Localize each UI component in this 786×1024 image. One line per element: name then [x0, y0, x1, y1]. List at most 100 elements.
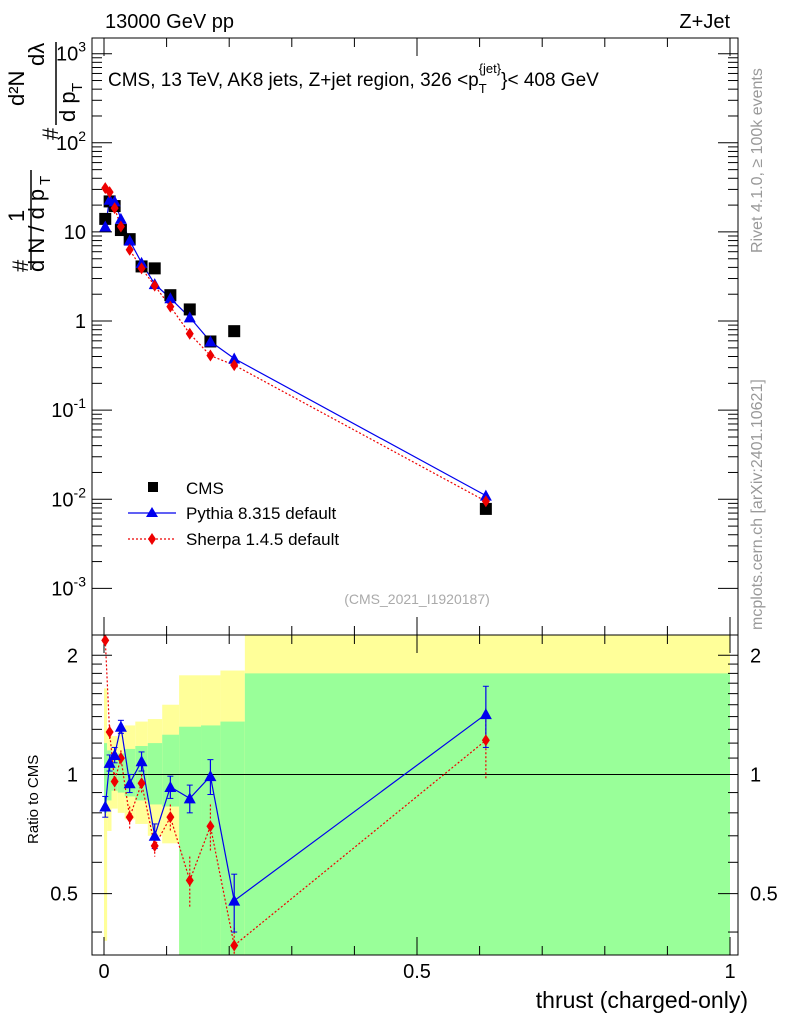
ylabel-hash-1: # [8, 259, 33, 272]
cms-point [479, 502, 492, 515]
rivet-version-label: Rivet 4.1.0, ≥ 100k events [749, 68, 766, 253]
ylabel-hash-2: # [38, 127, 63, 140]
ratio-band-inner [107, 750, 112, 801]
ratio-band-inner [179, 726, 202, 955]
ratio-pythia-point [228, 894, 241, 906]
ratio-sherpa-line [104, 640, 487, 947]
pythia-point [99, 220, 112, 232]
main-ytick-label: 10-3 [51, 573, 86, 600]
cms-point [228, 325, 241, 338]
pythia-point [479, 489, 492, 501]
pythia-point [108, 195, 121, 207]
chart-title-pre: CMS, 13 TeV, AK8 jets, Z+jet region, 326… [108, 70, 479, 91]
main-axis-ticks: 10-3 10-2 10-1 1 10 102 103 [51, 38, 738, 635]
ylabel-frac-2-den-sub: T [69, 83, 86, 92]
main-ytick-label: 103 [56, 39, 86, 66]
ratio-sherpa-point [125, 811, 134, 824]
sherpa-point [116, 220, 125, 233]
ylabel-frac-1-num: 1 [4, 210, 29, 222]
ratio-sherpa-point [116, 752, 125, 765]
ratio-band-inner [117, 753, 125, 793]
ratio-sherpa-point [166, 811, 175, 824]
legend-sherpa-label: Sherpa 1.4.5 default [186, 530, 339, 549]
ratio-pythia-point [164, 780, 177, 792]
legend-sherpa-marker [148, 533, 156, 545]
cms-point [148, 262, 161, 275]
chart-title-post: }< 408 GeV [501, 70, 599, 91]
ratio-pythia-point [183, 792, 196, 804]
main-ytick-label: 10 [64, 222, 86, 244]
main-ylabel: # 1 d N / d p T # d²N d p T dλ [4, 42, 86, 272]
ratio-ytick-label-right: 1 [750, 764, 761, 786]
ratio-xtick-label: 0.5 [403, 961, 431, 983]
ratio-sherpa-point [206, 820, 215, 833]
pythia-point [228, 352, 241, 364]
ratio-xtick-label: 1 [724, 961, 735, 983]
ratio-sherpa-point [230, 939, 239, 952]
legend-pythia-label: Pythia 8.315 default [186, 504, 337, 523]
ylabel-main-tail: dλ [24, 43, 49, 66]
pythia-point [114, 212, 127, 224]
sherpa-point [150, 279, 159, 292]
sherpa-point [185, 327, 194, 340]
ratio-bands [104, 635, 730, 955]
chart-title-sub: T [479, 81, 487, 96]
ratio-sherpa-point [105, 726, 114, 739]
chart-title-sup: {jet} [479, 61, 502, 76]
analysis-id: (CMS_2021_I1920187) [344, 591, 490, 607]
header-process: Z+Jet [679, 11, 730, 33]
sherpa-point [206, 349, 215, 362]
pythia-point [135, 256, 148, 268]
main-ytick-label: 10-2 [51, 484, 86, 511]
ratio-ytick-label-right: 2 [750, 645, 761, 667]
ratio-pythia-point [108, 748, 121, 760]
main-ytick-label: 102 [56, 128, 86, 155]
main-chart-marks [99, 182, 492, 515]
pythia-point [183, 311, 196, 323]
pythia-line [104, 198, 487, 497]
legend: CMS Pythia 8.315 default Sherpa 1.4.5 de… [128, 479, 339, 549]
ratio-xtick-label: 0 [98, 961, 109, 983]
ylabel-frac-1-den-sub: T [37, 176, 54, 185]
ratio-xlabel: thrust (charged-only) [536, 987, 748, 1013]
main-panel: 10-3 10-2 10-1 1 10 102 103 CMS, 13 TeV, AK8 j… [4, 37, 739, 636]
ratio-band-inner [104, 743, 108, 813]
pythia-point [204, 335, 217, 347]
ratio-pythia-point [99, 800, 112, 812]
chart-title: CMS, 13 TeV, AK8 jets, Z+jet region, 326… [108, 61, 599, 96]
legend-cms-label: CMS [186, 479, 224, 498]
ratio-chart-marks [99, 634, 492, 955]
main-ytick-label: 10-1 [51, 395, 86, 422]
sherpa-point [230, 359, 239, 372]
ratio-band-inner [124, 748, 136, 797]
ratio-pythia-point [479, 708, 492, 720]
ratio-band-inner [135, 745, 148, 801]
sherpa-point [481, 495, 490, 508]
ratio-axis-ticks: 0.5 0.5 1 1 2 2 0 0.5 1 [50, 635, 778, 983]
cms-point [99, 212, 112, 225]
sherpa-point [137, 262, 146, 275]
ratio-sherpa-point [101, 634, 110, 647]
ratio-band-inner [147, 743, 163, 805]
sherpa-point [110, 202, 119, 215]
ratio-sherpa-point [137, 777, 146, 790]
header-energy: 13000 GeV pp [105, 11, 234, 33]
sherpa-point [125, 243, 134, 256]
ratio-pythia-point [148, 829, 161, 841]
ratio-ytick-label: 2 [67, 645, 78, 667]
ylabel-frac-2-num: d²N [4, 71, 29, 106]
main-ytick-label: 1 [75, 311, 86, 333]
ratio-band-inner [244, 673, 730, 955]
ratio-ytick-label: 1 [67, 764, 78, 786]
ratio-ytick-label: 0.5 [50, 884, 78, 906]
ratio-ylabel: Ratio to CMS [25, 755, 42, 844]
ylabel-frac-2-den: d p [55, 91, 80, 122]
ratio-pythia-point [135, 755, 148, 767]
ratio-frame [91, 634, 739, 956]
ratio-ytick-label-right: 0.5 [750, 884, 778, 906]
sherpa-line [104, 187, 487, 502]
ratio-pythia-point [123, 777, 136, 789]
pythia-point [164, 292, 177, 304]
ratio-panel: 0.5 0.5 1 1 2 2 0 0.5 1 Ratio to CMS thrust (cha… [25, 634, 778, 1013]
